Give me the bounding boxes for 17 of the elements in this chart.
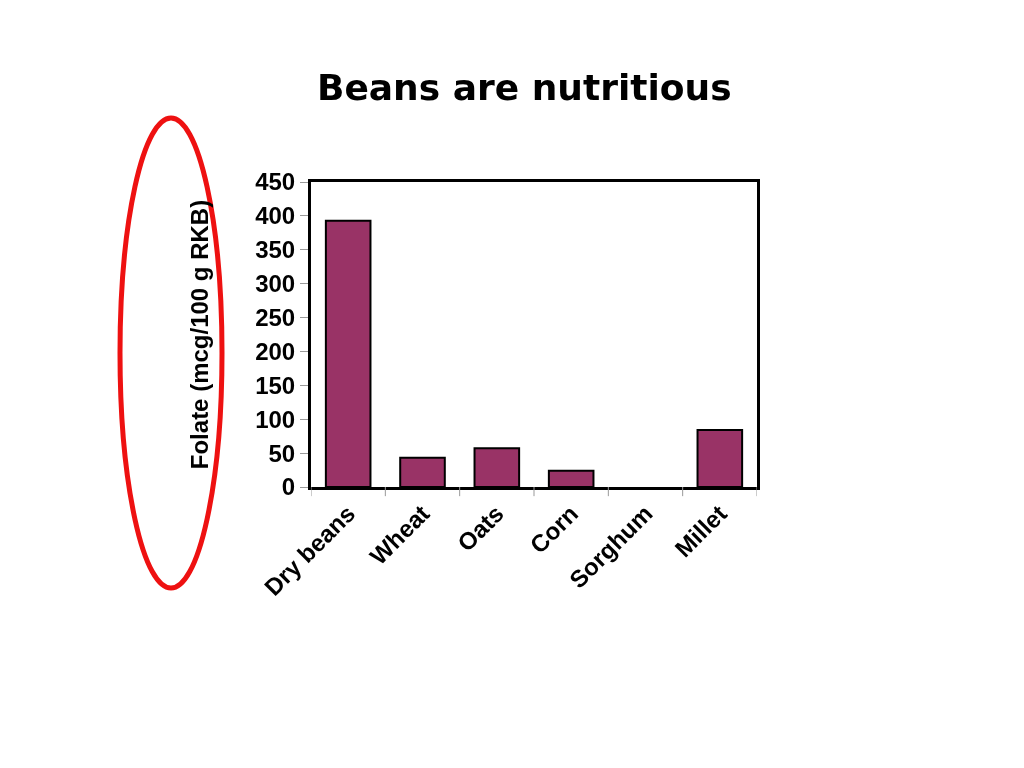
bar [547, 469, 595, 487]
bar [324, 219, 372, 487]
y-axis-title: Folate (mcg/100 g RKB) [186, 199, 214, 470]
bar [696, 429, 744, 487]
y-tick-label: 400 [255, 202, 296, 230]
y-tick-label: 150 [255, 371, 296, 399]
y-tick-label: 0 [281, 473, 296, 501]
bar [399, 456, 446, 487]
y-tick-label: 50 [268, 439, 296, 467]
y-tick-label: 250 [255, 303, 296, 331]
y-tick-label: 350 [255, 236, 296, 264]
y-tick-label: 300 [255, 270, 296, 298]
y-tick-label: 200 [255, 337, 296, 365]
chart-title: Beans are nutritious [316, 66, 732, 108]
y-tick-label: 450 [255, 168, 296, 196]
y-tick-label: 100 [255, 405, 296, 433]
bar [473, 447, 521, 487]
